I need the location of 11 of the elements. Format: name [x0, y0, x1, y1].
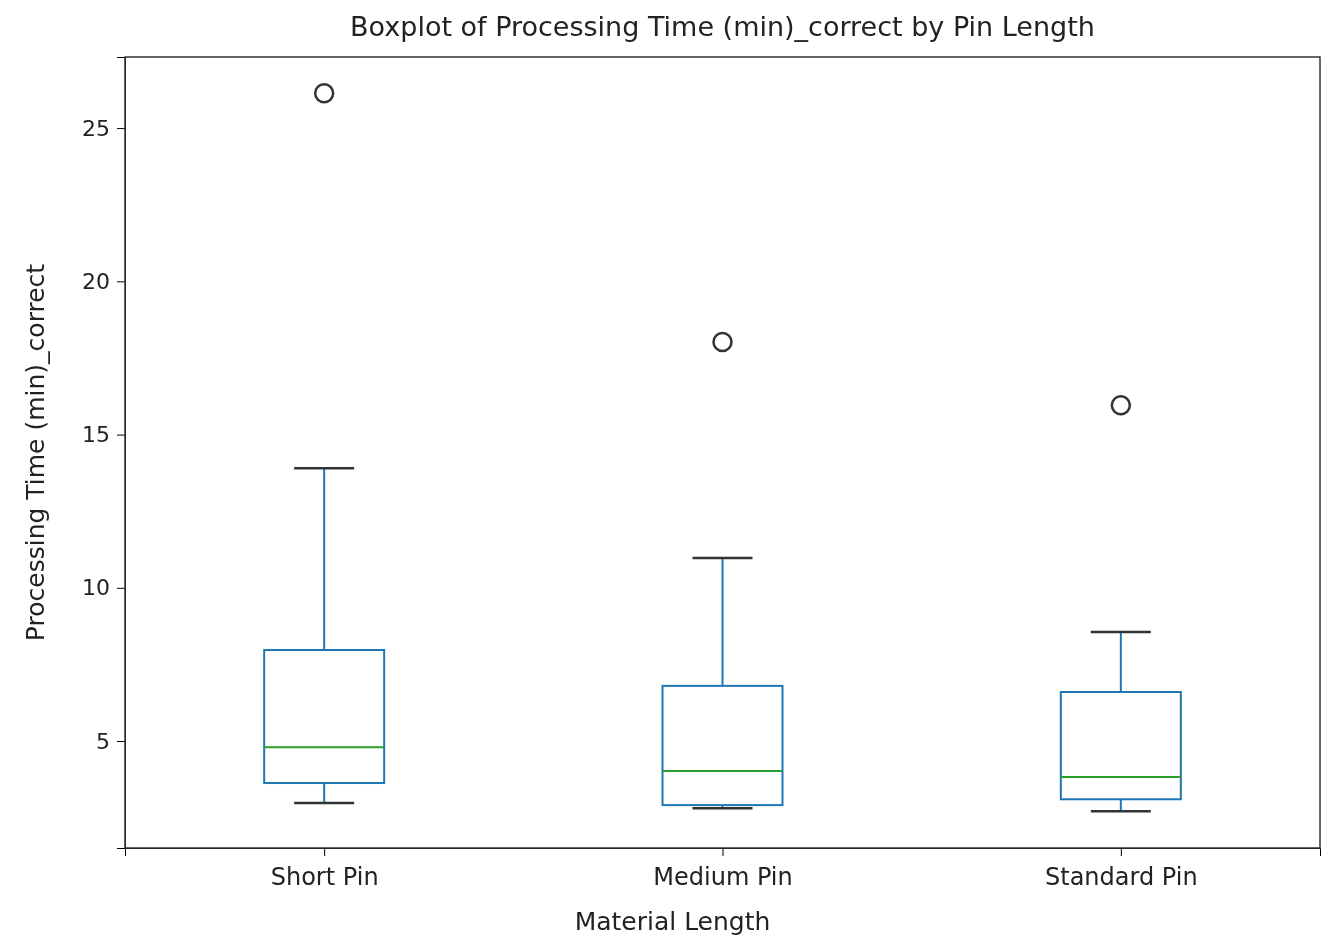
- x-tick-label: Short Pin: [270, 863, 379, 892]
- x-axis-title: Material Length: [574, 907, 771, 936]
- y-tick-label: 15: [82, 422, 110, 448]
- y-tick-label: 10: [82, 575, 110, 601]
- x-tick-label: Medium Pin: [653, 863, 793, 892]
- chart-title: Boxplot of Processing Time (min)_correct by Pin Length: [350, 11, 1095, 42]
- y-axis-title: Processing Time (min)_correct: [21, 263, 50, 642]
- y-tick-label: 25: [82, 115, 110, 141]
- x-tick-label: Standard Pin: [1045, 863, 1198, 892]
- y-tick-label: 5: [96, 728, 110, 754]
- y-tick-label: 20: [82, 268, 110, 294]
